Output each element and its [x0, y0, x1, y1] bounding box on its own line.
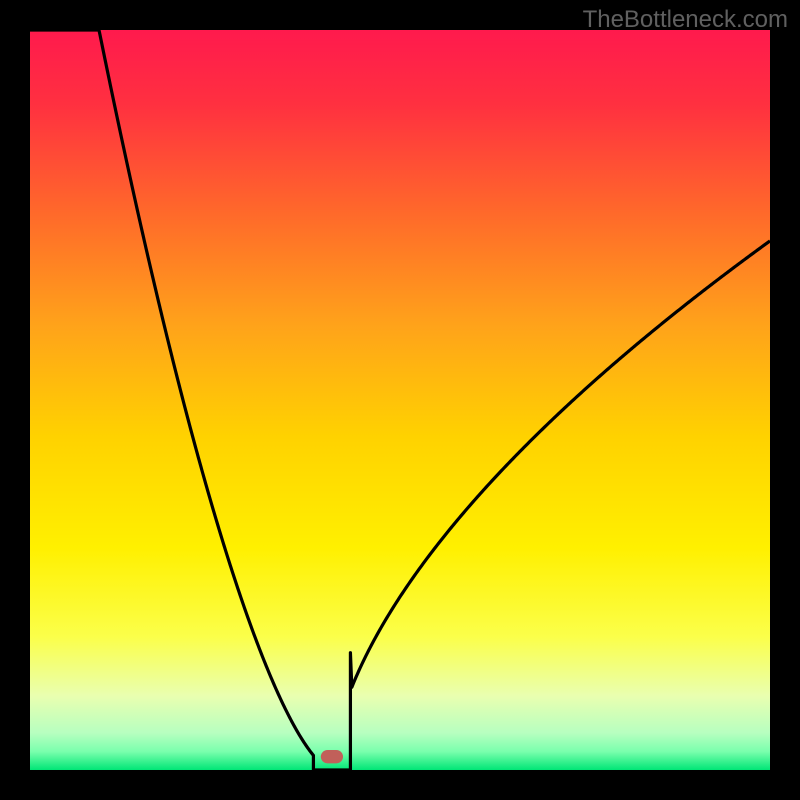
- gradient-background: [30, 30, 770, 770]
- chart-svg: [30, 30, 770, 770]
- optimal-point-marker: [321, 750, 343, 763]
- plot-area: [30, 30, 770, 770]
- chart-container: TheBottleneck.com: [0, 0, 800, 800]
